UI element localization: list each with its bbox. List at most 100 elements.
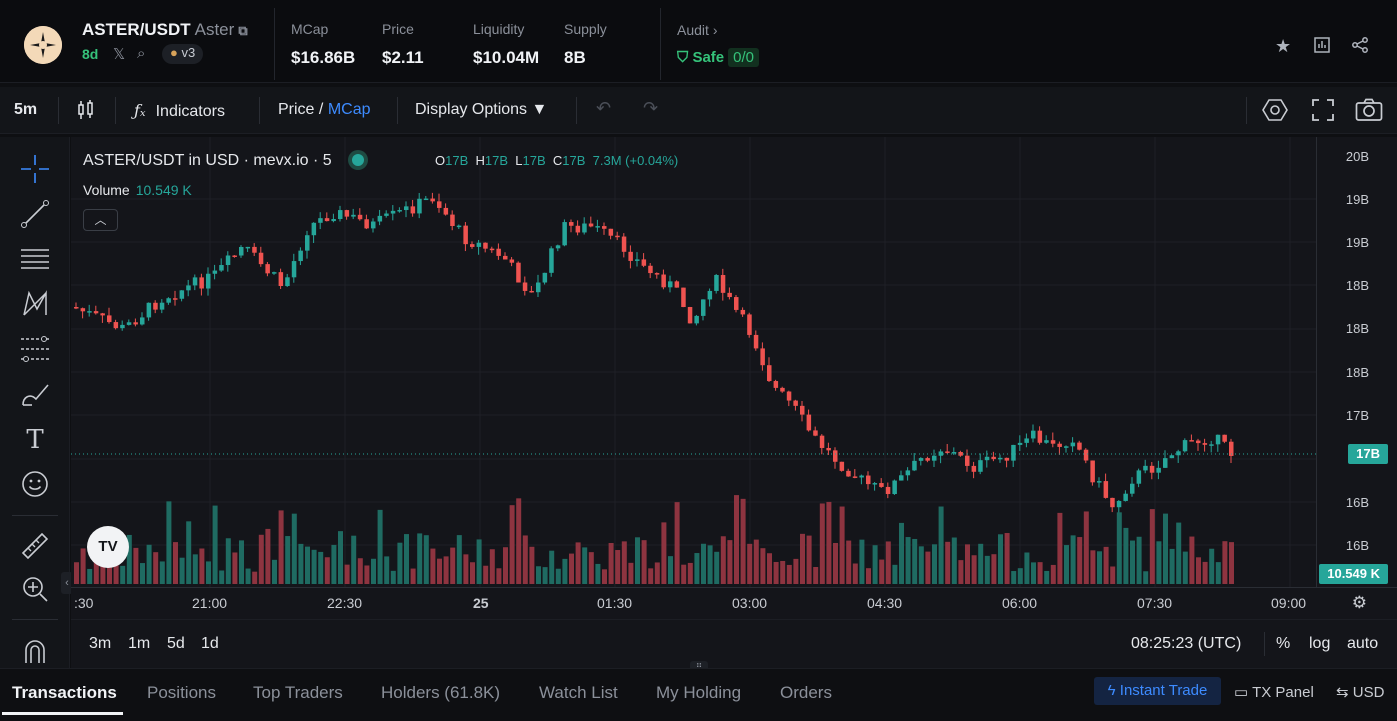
trend-line-icon[interactable] [18, 199, 52, 231]
volume-bar [126, 534, 132, 584]
divider [274, 8, 275, 80]
low-value: 17B [522, 153, 546, 168]
candle [239, 246, 244, 256]
candlestick-plot[interactable] [71, 137, 1316, 587]
crosshair-icon[interactable] [18, 154, 52, 186]
horizontal-lines-icon[interactable] [18, 244, 52, 276]
axis-settings-icon[interactable]: ⚙ [1351, 593, 1367, 612]
tx-panel-label: TX Panel [1252, 684, 1314, 701]
undo-icon[interactable]: ↶ [596, 98, 612, 118]
magnet-icon[interactable] [18, 637, 52, 669]
utc-clock[interactable]: 08:25:23 (UTC) [1131, 635, 1242, 652]
auto-toggle[interactable]: auto [1347, 635, 1379, 652]
time-tick: 01:30 [597, 595, 633, 611]
volume-bar [206, 561, 211, 584]
star-icon[interactable]: ★ [1275, 36, 1292, 56]
collapse-legend-button[interactable]: ︿ [83, 209, 118, 231]
candle [595, 226, 600, 228]
redo-icon[interactable]: ↷ [643, 98, 659, 118]
candle [529, 290, 534, 293]
candle [701, 299, 706, 316]
candle [489, 248, 495, 251]
tab-top-traders[interactable]: Top Traders [253, 683, 343, 702]
time-axis[interactable]: ⚙ :30 21:00 22:30 25 01:30 03:00 04:30 06:00 07:… [71, 587, 1397, 618]
candle [998, 457, 1003, 460]
volume-bar [344, 564, 350, 584]
volume-bar [331, 544, 337, 584]
candle [140, 317, 145, 325]
candle [582, 223, 587, 233]
brush-icon[interactable] [18, 379, 52, 411]
price-axis[interactable]: 17B 10.549 K 20B 19B 19B 18B 18B 18B 17B 16B 16B [1316, 137, 1397, 587]
zoom-in-icon[interactable] [18, 574, 52, 606]
candle [588, 223, 594, 227]
collapse-tools-icon[interactable]: ‹ [61, 572, 73, 594]
volume-bar [410, 568, 416, 584]
tx-panel-button[interactable]: ▭ TX Panel [1234, 683, 1314, 701]
indicators-button[interactable]: ƒₓ Indicators [134, 101, 225, 121]
settings-hex-icon[interactable] [1262, 98, 1288, 127]
timeframe-1m[interactable]: 1m [128, 635, 151, 652]
fib-icon[interactable] [18, 334, 52, 366]
share-icon[interactable] [1351, 36, 1369, 59]
copy-icon[interactable]: ⧉ [238, 23, 248, 38]
volume-bar [885, 541, 891, 584]
candle [549, 248, 554, 273]
price-toggle[interactable]: Price [278, 101, 315, 118]
chart-add-icon[interactable] [1313, 36, 1331, 59]
tab-watch-list[interactable]: Watch List [539, 683, 618, 702]
divider [259, 97, 260, 124]
candle [747, 314, 752, 335]
volume-bar [905, 537, 911, 584]
chart-legend: ASTER/USDT in USD · mevx.io · 5 [83, 152, 376, 170]
camera-icon[interactable] [1355, 98, 1383, 127]
timeframe-5d[interactable]: 5d [167, 635, 185, 652]
display-options-button[interactable]: Display Options ▼ [415, 101, 547, 119]
log-toggle[interactable]: log [1309, 635, 1331, 652]
x-social-icon[interactable]: 𝕏 [113, 46, 126, 63]
candle [291, 261, 297, 278]
text-icon[interactable]: T [26, 425, 44, 455]
candles-icon[interactable] [76, 99, 96, 126]
emoji-icon[interactable] [18, 469, 52, 501]
volume-bar [945, 541, 951, 584]
price-mcap-toggle[interactable]: Price / MCap [278, 101, 371, 119]
mcap-toggle[interactable]: MCap [327, 101, 371, 118]
candle [1130, 483, 1135, 494]
price-tick: 16B [1345, 495, 1369, 510]
candle [146, 302, 152, 318]
tab-orders[interactable]: Orders [780, 683, 832, 702]
candle [206, 273, 211, 289]
audit-link[interactable]: Audit › [677, 22, 717, 38]
volume-bar [357, 558, 363, 584]
candle [87, 311, 92, 313]
price-chart[interactable]: ASTER/USDT in USD · mevx.io · 5 O17B H17… [71, 137, 1397, 668]
tradingview-logo-icon[interactable]: TV [87, 526, 129, 568]
candle [984, 456, 990, 461]
volume-bar [1050, 564, 1056, 584]
volume-bar [648, 568, 654, 584]
fullscreen-icon[interactable] [1312, 99, 1334, 126]
candle [628, 251, 633, 261]
candle [991, 456, 996, 460]
ruler-icon[interactable] [18, 531, 52, 563]
candle [1156, 467, 1161, 473]
pattern-icon[interactable] [18, 289, 52, 321]
tab-positions[interactable]: Positions [147, 683, 216, 702]
timeframe-3m[interactable]: 3m [89, 635, 112, 652]
timeframe-1d[interactable]: 1d [201, 635, 219, 652]
search-icon[interactable]: ⌕ [137, 45, 146, 62]
volume-bar [727, 540, 733, 584]
instant-trade-button[interactable]: ϟ Instant Trade [1094, 677, 1221, 705]
tab-holders[interactable]: Holders (61.8K) [381, 683, 501, 702]
percent-toggle[interactable]: % [1276, 635, 1291, 652]
price-tick: 16B [1345, 538, 1369, 553]
tab-my-holding[interactable]: My Holding [656, 683, 742, 702]
candle [661, 274, 666, 288]
tab-transactions[interactable]: Transactions [12, 683, 117, 702]
currency-toggle[interactable]: ⇆ USD [1336, 683, 1384, 701]
candle [390, 210, 396, 214]
volume-bar [1077, 537, 1083, 584]
candle [199, 277, 204, 289]
interval-button[interactable]: 5m [14, 101, 38, 118]
